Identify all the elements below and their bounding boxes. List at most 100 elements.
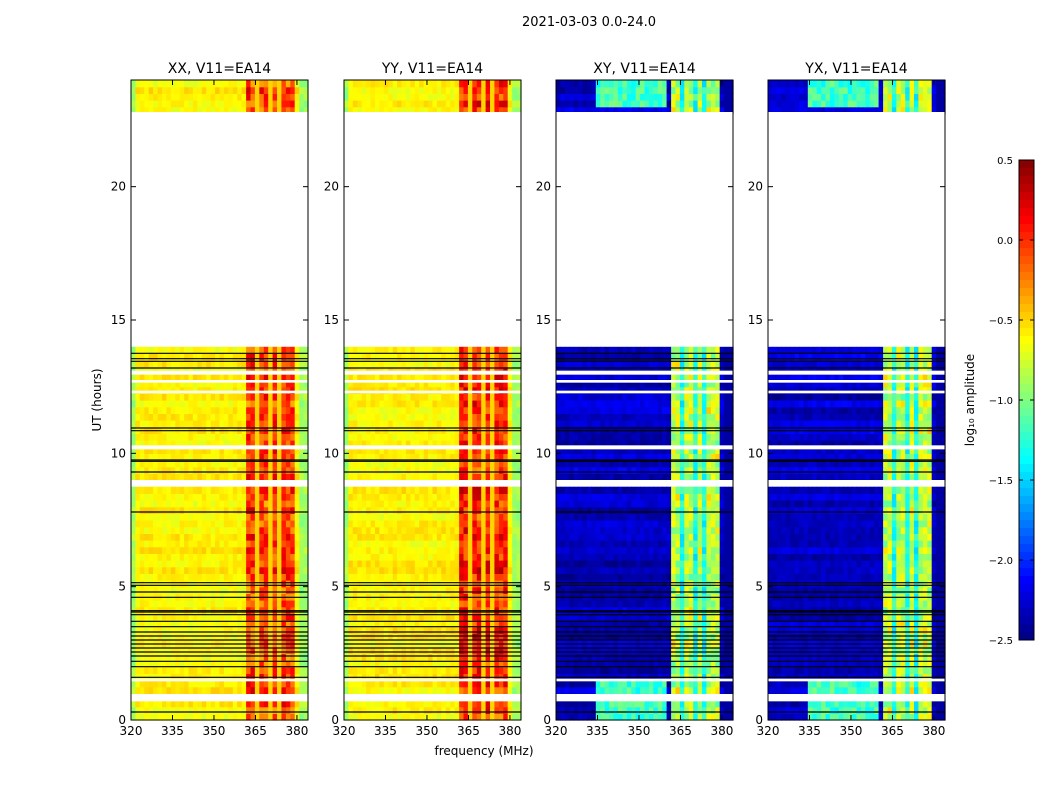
heatmap-cell [294,586,300,594]
heatmap-cell [215,546,221,554]
heatmap-cell [237,420,243,428]
heatmap-cell [516,393,522,401]
heatmap-cell [303,613,309,621]
heatmap-cell [485,446,491,454]
heatmap-cell [454,446,460,454]
heatmap-cell [290,713,296,721]
heatmap-cell [259,420,265,428]
heatmap-cell [405,446,411,454]
heatmap-cell [299,360,305,368]
heatmap-cell [272,406,278,414]
heatmap-cell [250,393,256,401]
heatmap-cell [299,700,305,708]
heatmap-cell [139,346,145,354]
heatmap-cell [405,500,411,508]
heatmap-cell [626,713,632,721]
heatmap-cell [201,493,207,501]
heatmap-cell [348,400,354,408]
heatmap-cell [370,353,376,361]
heatmap-cell [263,486,269,494]
heatmap-cell [179,80,185,88]
heatmap-cell [170,100,176,108]
heatmap-cell [131,660,136,668]
heatmap-cell [184,440,190,448]
heatmap-cell [175,486,181,494]
heatmap-cell [153,700,159,708]
heatmap-cell [277,633,282,641]
heatmap-cell [450,453,456,461]
heatmap-cell [494,646,500,654]
heatmap-cell [366,420,372,428]
heatmap-cell [246,500,252,508]
heatmap-cell [162,646,167,654]
heatmap-cell [201,533,207,541]
heatmap-cell [388,413,394,421]
heatmap-cell [379,653,385,661]
heatmap-cell [467,566,473,574]
heatmap-cell [188,420,194,428]
heatmap-cell [361,713,367,721]
panel-title: YY, V11=EA14 [381,61,483,77]
heatmap-cell [285,613,291,621]
heatmap-cell [197,586,203,594]
heatmap-cell [494,613,500,621]
heatmap-cell [503,553,509,561]
heatmap-cell [414,386,420,394]
heatmap-cell [375,580,380,588]
heatmap-cell [445,620,451,628]
heatmap-cell [153,433,159,441]
heatmap-cell [263,433,269,441]
heatmap-cell [232,413,238,421]
heatmap-cell [419,586,425,594]
heatmap-cell [157,366,163,374]
heatmap-cell [428,386,434,394]
heatmap-cell [392,373,398,381]
heatmap-cell [197,400,203,408]
heatmap-cell [516,100,522,108]
heatmap-cell [153,573,159,581]
heatmap-cell [228,620,234,628]
heatmap-cell [188,600,194,608]
heatmap-cell [432,713,438,721]
heatmap-cell [370,86,376,94]
heatmap-cell [259,600,265,608]
heatmap-cell [131,626,136,634]
heatmap-cell [259,446,265,454]
heatmap-cell [139,540,145,548]
heatmap-cell [166,700,172,708]
heatmap-cell [139,706,145,714]
heatmap-cell [516,93,522,101]
heatmap-cell [383,600,389,608]
heatmap-cell [595,700,601,708]
heatmap-cell [223,440,229,448]
heatmap-cell [428,106,434,114]
heatmap-cell [148,533,154,541]
heatmap-cell [401,473,407,481]
heatmap-cell [383,713,389,721]
heatmap-cell [432,473,438,481]
heatmap-cell [481,580,487,588]
heatmap-cell [423,680,429,688]
heatmap-cell [184,626,190,634]
heatmap-cell [414,380,420,388]
heatmap-cell [206,600,212,608]
heatmap-cell [184,620,190,628]
heatmap-cell [490,540,495,548]
heatmap-cell [436,700,442,708]
heatmap-cell [232,406,238,414]
heatmap-cell [617,706,623,714]
heatmap-cell [375,613,380,621]
heatmap-cell [507,573,513,581]
heatmap-cell [419,373,425,381]
heatmap-cell [467,486,473,494]
heatmap-cell [366,413,372,421]
heatmap-cell [441,360,447,368]
heatmap-cell [210,93,216,101]
heatmap-cell [441,540,447,548]
heatmap-cell [197,613,203,621]
heatmap-cell [285,353,291,361]
heatmap-cell [166,380,172,388]
heatmap-cell [516,653,522,661]
heatmap-cell [250,526,256,534]
heatmap-cell [246,666,252,674]
